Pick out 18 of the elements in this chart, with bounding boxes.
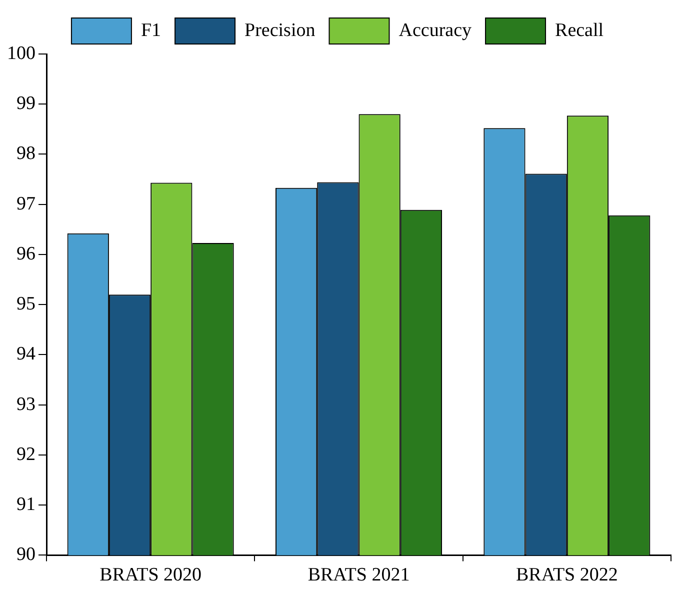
legend-label: Recall (555, 20, 604, 41)
y-tick-label: 98 (16, 143, 36, 164)
y-tick-label: 90 (16, 544, 36, 566)
y-tick-label: 95 (16, 294, 36, 315)
y-tick-label: 99 (16, 93, 36, 114)
x-tick-label: BRATS 2021 (308, 564, 410, 586)
y-tick-label: 100 (7, 42, 36, 64)
y-tick-label: 97 (16, 193, 36, 214)
y-tick-label: 91 (16, 494, 36, 516)
x-tick-label: BRATS 2020 (100, 564, 202, 586)
legend-label: Accuracy (398, 20, 472, 41)
legend-label: F1 (140, 20, 162, 41)
y-tick-label: 94 (16, 344, 36, 365)
x-tick-label: BRATS 2022 (516, 564, 618, 586)
y-tick-label: 92 (16, 444, 36, 465)
y-tick-label: 93 (16, 394, 36, 415)
legend-label: Precision (244, 20, 316, 41)
y-tick-label: 96 (16, 243, 36, 264)
